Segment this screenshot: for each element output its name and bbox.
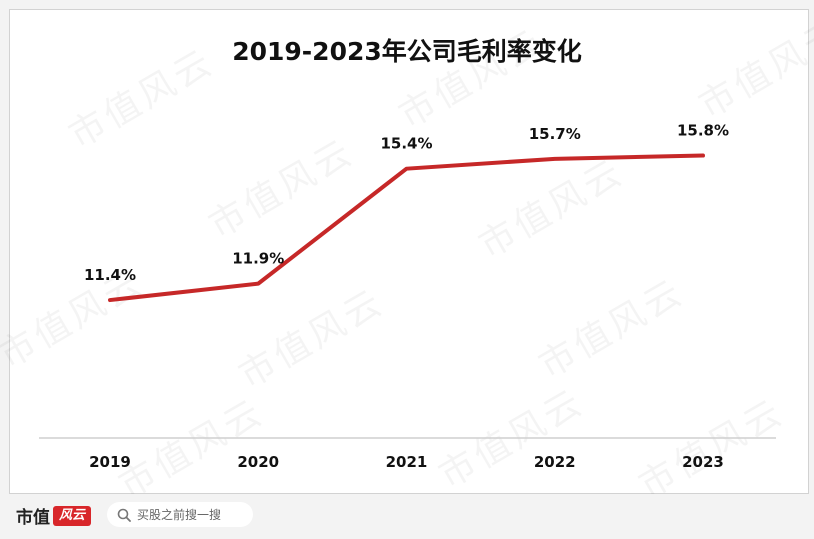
line-chart: 2019-2023年公司毛利率变化 2019 2020 2021 2022 2023 11.…: [39, 37, 776, 471]
brand-text: 市值: [16, 508, 50, 528]
x-tick-label: 2020: [237, 453, 279, 471]
brand-mark: 风云: [53, 505, 92, 526]
x-tick-label: 2019: [89, 453, 131, 471]
data-label: 15.4%: [380, 135, 432, 153]
x-tick-label: 2023: [682, 453, 724, 471]
data-label: 15.7%: [529, 125, 581, 143]
brand-logo[interactable]: 市值 风云: [16, 503, 92, 528]
search-placeholder: 买股之前搜一搜: [137, 508, 222, 522]
data-label: 11.9%: [232, 250, 284, 268]
data-label: 11.4%: [84, 266, 136, 284]
data-label: 15.8%: [677, 122, 729, 140]
footer-bar: 市值 风云 买股之前搜一搜: [0, 494, 814, 539]
chart-title: 2019-2023年公司毛利率变化: [232, 37, 582, 66]
series-line: [108, 153, 705, 303]
x-tick-label: 2021: [386, 453, 428, 471]
search-icon: [117, 508, 131, 522]
search-box[interactable]: 买股之前搜一搜: [107, 502, 253, 527]
x-tick-label: 2022: [534, 453, 576, 471]
